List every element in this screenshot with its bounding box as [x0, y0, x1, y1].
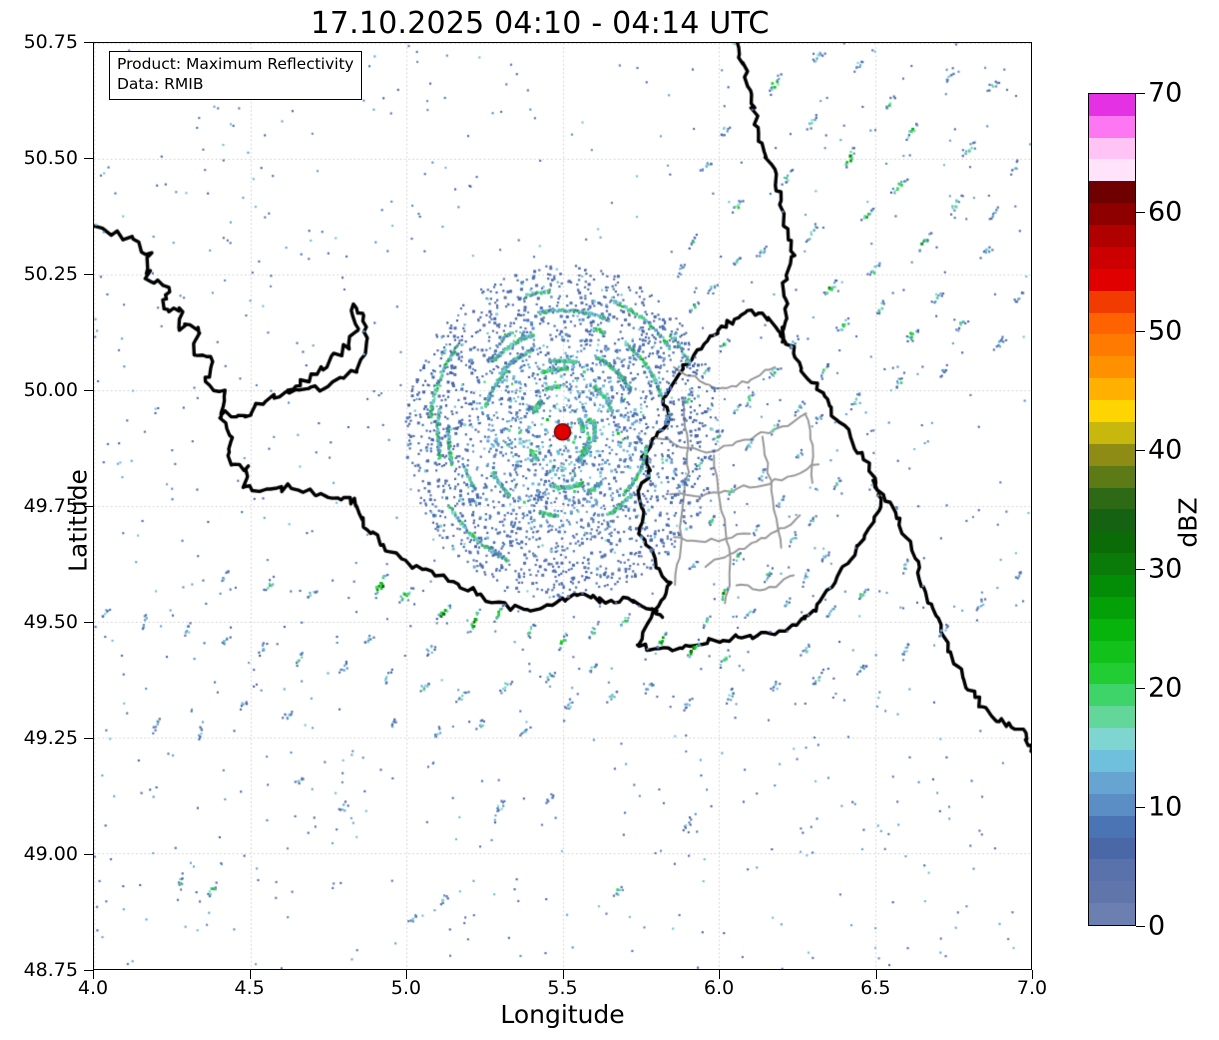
colorbar-band-21 — [1089, 443, 1135, 466]
y-tick-label-1: 50.50 — [23, 147, 78, 169]
x-tick-label-2: 5.0 — [390, 977, 422, 999]
colorbar-band-36 — [1089, 115, 1135, 138]
y-tick-mark-2 — [84, 274, 93, 275]
colorbar-tick-label-4: 40 — [1148, 434, 1183, 466]
colorbar-band-15 — [1089, 575, 1135, 597]
colorbar-band-0 — [1089, 903, 1135, 925]
y-tick-mark-1 — [84, 158, 93, 159]
y-tick-label-2: 50.25 — [23, 263, 78, 285]
colorbar-band-35 — [1089, 137, 1135, 160]
colorbar-band-9 — [1089, 706, 1135, 729]
page-title: 17.10.2025 04:10 - 04:14 UTC — [310, 6, 770, 41]
colorbar-band-27 — [1089, 312, 1135, 335]
colorbar-tick-label-7: 70 — [1148, 77, 1183, 109]
x-tick-mark-5 — [875, 970, 877, 979]
colorbar-tick-mark-5 — [1136, 331, 1145, 332]
colorbar-band-8 — [1089, 728, 1135, 750]
colorbar-tick-label-0: 0 — [1148, 910, 1166, 942]
y-tick-label-5: 49.50 — [23, 611, 78, 633]
colorbar-band-7 — [1089, 750, 1135, 772]
colorbar-band-2 — [1089, 859, 1135, 882]
colorbar-band-4 — [1089, 815, 1135, 838]
colorbar-band-28 — [1089, 290, 1135, 313]
info-product-line: Product: Maximum Reflectivity — [117, 55, 354, 73]
y-tick-mark-8 — [84, 970, 93, 971]
colorbar-tick-mark-2 — [1136, 688, 1145, 689]
colorbar-tick-label-3: 30 — [1148, 553, 1183, 585]
colorbar-band-13 — [1089, 618, 1135, 641]
colorbar-band-20 — [1089, 465, 1135, 488]
colorbar-band-16 — [1089, 553, 1135, 575]
x-tick-mark-1 — [249, 970, 251, 979]
colorbar-band-18 — [1089, 509, 1135, 532]
colorbar-band-12 — [1089, 640, 1135, 663]
colorbar-tick-label-2: 20 — [1148, 672, 1183, 704]
colorbar-tick-label-1: 10 — [1148, 791, 1183, 823]
colorbar — [1088, 93, 1136, 926]
colorbar-band-23 — [1089, 400, 1135, 422]
y-tick-mark-4 — [84, 506, 93, 507]
x-tick-label-1: 4.5 — [234, 977, 265, 999]
colorbar-tick-mark-1 — [1136, 807, 1145, 808]
x-tick-label-4: 6.0 — [703, 977, 735, 999]
colorbar-band-29 — [1089, 268, 1135, 291]
x-tick-mark-2 — [406, 970, 407, 979]
x-tick-mark-0 — [93, 970, 94, 979]
y-tick-mark-7 — [84, 854, 93, 855]
colorbar-band-1 — [1089, 881, 1135, 904]
y-tick-mark-3 — [84, 390, 93, 391]
colorbar-band-31 — [1089, 225, 1135, 247]
colorbar-band-37 — [1089, 94, 1135, 116]
colorbar-tick-label-5: 50 — [1148, 315, 1183, 347]
colorbar-tick-mark-4 — [1136, 450, 1145, 451]
x-tick-mark-6 — [1032, 970, 1033, 979]
colorbar-band-10 — [1089, 684, 1135, 707]
colorbar-band-17 — [1089, 531, 1135, 554]
colorbar-band-34 — [1089, 159, 1135, 182]
colorbar-band-33 — [1089, 181, 1135, 204]
colorbar-band-24 — [1089, 378, 1135, 400]
y-tick-label-6: 49.25 — [23, 727, 78, 749]
colorbar-band-5 — [1089, 793, 1135, 816]
colorbar-bands — [1089, 94, 1135, 925]
colorbar-band-6 — [1089, 771, 1135, 794]
y-tick-mark-0 — [84, 42, 93, 43]
y-tick-label-3: 50.00 — [23, 379, 78, 401]
x-tick-label-3: 5.5 — [547, 977, 578, 999]
colorbar-band-30 — [1089, 246, 1135, 269]
map-plot-area[interactable] — [93, 42, 1032, 970]
colorbar-tick-mark-3 — [1136, 569, 1145, 570]
x-tick-label-5: 6.5 — [860, 977, 891, 999]
colorbar-band-3 — [1089, 837, 1135, 860]
y-tick-label-0: 50.75 — [23, 31, 78, 53]
colorbar-band-32 — [1089, 203, 1135, 225]
colorbar-band-14 — [1089, 596, 1135, 619]
info-data-line: Data: RMIB — [117, 74, 204, 93]
colorbar-band-25 — [1089, 356, 1135, 379]
colorbar-tick-mark-6 — [1136, 212, 1145, 213]
y-tick-mark-6 — [84, 738, 93, 739]
colorbar-tick-mark-7 — [1136, 93, 1145, 94]
colorbar-band-19 — [1089, 487, 1135, 510]
y-tick-label-4: 49.75 — [23, 495, 78, 517]
y-axis-label: Latitude — [63, 469, 93, 572]
colorbar-band-22 — [1089, 421, 1135, 444]
x-tick-mark-3 — [562, 970, 564, 979]
x-axis-label: Longitude — [500, 1000, 625, 1029]
y-tick-mark-5 — [84, 622, 93, 623]
colorbar-tick-mark-0 — [1136, 926, 1145, 927]
x-tick-label-6: 7.0 — [1016, 977, 1048, 999]
y-tick-label-8: 48.75 — [23, 959, 78, 981]
info-box: Product: Maximum Reflectivity Data: RMIB — [109, 51, 362, 100]
radar-map-canvas[interactable] — [94, 43, 1031, 969]
colorbar-tick-label-6: 60 — [1148, 196, 1183, 228]
x-tick-mark-4 — [719, 970, 720, 979]
colorbar-band-11 — [1089, 662, 1135, 685]
x-tick-label-0: 4.0 — [77, 977, 109, 999]
colorbar-band-26 — [1089, 334, 1135, 357]
y-tick-label-7: 49.00 — [23, 843, 78, 865]
